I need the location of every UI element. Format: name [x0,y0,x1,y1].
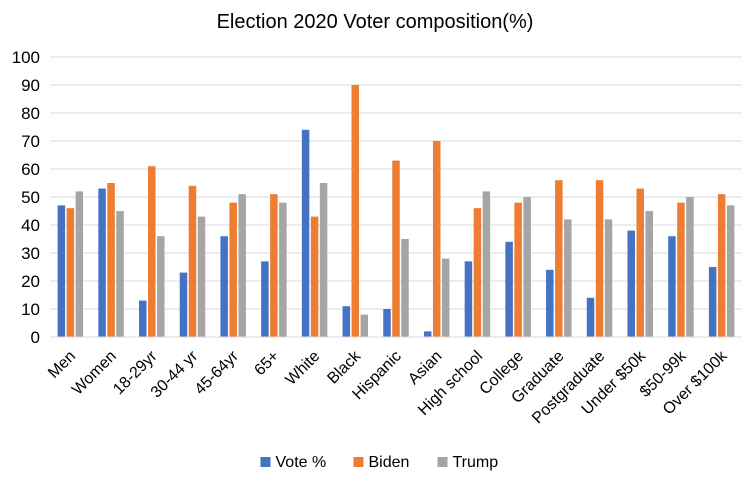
x-category-label: Men [45,348,79,382]
bar-biden-1 [107,183,115,337]
bar-trump-0 [76,191,84,337]
bar-trump-4 [238,194,246,337]
bar-biden-8 [392,161,400,337]
bar-vote--16 [709,267,717,337]
bar-biden-5 [270,194,278,337]
bar-trump-5 [279,203,287,337]
bar-vote--15 [668,236,676,337]
x-category-label: White [282,348,323,389]
bar-biden-10 [474,208,482,337]
bar-vote--3 [180,273,188,337]
x-category-label: 45-64yr [192,347,243,398]
bar-biden-2 [148,166,156,337]
bar-trump-10 [483,191,491,337]
bar-biden-6 [311,217,319,337]
bar-vote--8 [383,309,391,337]
y-tick-label: 60 [21,160,40,179]
bar-trump-9 [442,259,450,337]
bar-vote--4 [220,236,228,337]
bar-trump-3 [198,217,206,337]
bar-trump-11 [523,197,531,337]
bar-biden-15 [677,203,685,337]
bar-vote--14 [627,231,635,337]
bar-vote--6 [302,130,310,337]
y-tick-label: 70 [21,132,40,151]
legend-label: Biden [369,454,410,471]
bar-biden-9 [433,141,441,337]
bar-biden-3 [189,186,197,337]
bar-biden-4 [229,203,237,337]
bar-vote--13 [587,298,595,337]
y-tick-label: 100 [12,48,40,67]
bar-biden-14 [636,189,644,337]
bar-vote--0 [58,205,65,337]
bar-biden-11 [514,203,522,337]
y-tick-label: 0 [31,328,40,347]
bar-biden-12 [555,180,563,337]
legend-swatch-biden [354,457,364,467]
y-tick-label: 90 [21,76,40,95]
bar-trump-12 [564,219,572,337]
bar-trump-1 [116,211,124,337]
bar-vote--11 [505,242,513,337]
bar-trump-6 [320,183,328,337]
y-tick-label: 80 [21,104,40,123]
bar-vote--10 [465,261,473,337]
legend-label: Vote % [276,454,327,471]
bar-trump-7 [361,315,369,337]
bar-trump-13 [605,219,613,337]
bar-vote--2 [139,301,147,337]
y-axis-ticks: 0 10 20 30 40 50 60 70 80 90 100 [12,48,40,347]
bar-vote--12 [546,270,554,337]
legend-swatch-trump [438,457,448,467]
bar-trump-2 [157,236,165,337]
x-category-label: Women [69,348,120,399]
bar-vote--1 [98,189,106,337]
bar-vote--7 [343,306,351,337]
bar-trump-8 [401,239,409,337]
bar-vote--5 [261,261,269,337]
legend-swatch-vote- [261,457,271,467]
bars [58,85,735,337]
y-tick-label: 50 [21,188,40,207]
chart-title: Election 2020 Voter composition(%) [217,11,534,33]
bar-vote--9 [424,331,432,337]
bar-biden-0 [67,208,75,337]
y-tick-label: 30 [21,244,40,263]
legend: Vote % Biden Trump [261,454,499,471]
y-tick-label: 10 [21,300,40,319]
bar-biden-16 [718,194,726,337]
bar-biden-7 [352,85,360,337]
bar-trump-14 [645,211,653,337]
bar-trump-15 [686,197,694,337]
x-category-label: 65+ [251,348,282,379]
bar-trump-16 [727,205,735,337]
bar-biden-13 [596,180,604,337]
y-tick-label: 40 [21,216,40,235]
y-tick-label: 20 [21,272,40,291]
legend-label: Trump [453,454,499,471]
